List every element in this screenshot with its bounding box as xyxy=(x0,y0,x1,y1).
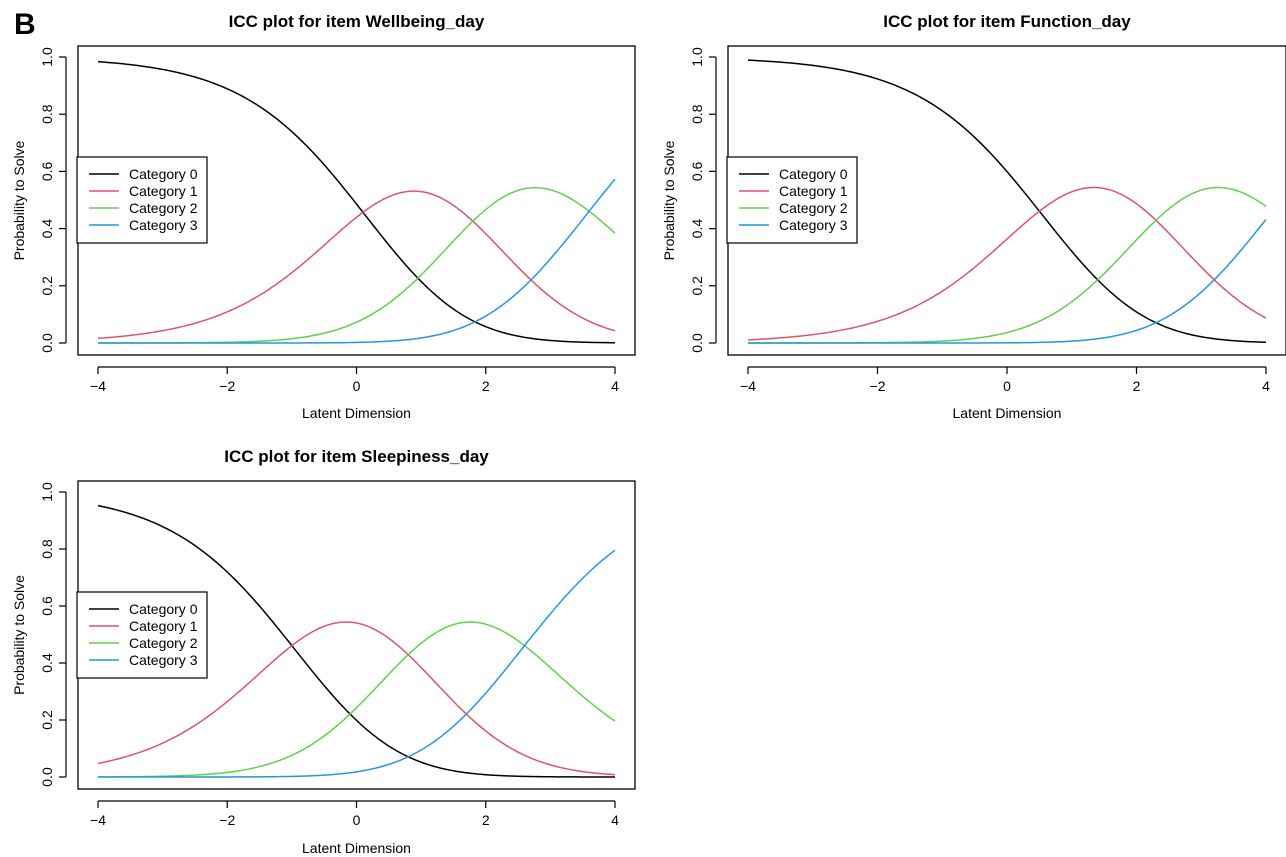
x-tick-label: 2 xyxy=(482,812,490,828)
chart-panel-3: ICC plot for item Sleepiness_day −4 −2 0 2 4 L… xyxy=(11,447,636,856)
series-line-category-1 xyxy=(97,190,616,340)
series-line-category-0 xyxy=(97,60,616,344)
legend-box xyxy=(726,156,858,244)
y-tick-label: 0.8 xyxy=(39,104,55,124)
series-line-category-3 xyxy=(98,549,616,778)
x-tick-label: −2 xyxy=(870,378,886,394)
y-tick-label: 0.4 xyxy=(39,219,55,239)
series-line-category-1 xyxy=(97,621,616,776)
y-tick-label: 0.0 xyxy=(39,767,55,787)
legend-label-category-1: Category 1 xyxy=(129,183,198,199)
series-line-category-0 xyxy=(747,59,1267,343)
chart-title: ICC plot for item Function_day xyxy=(883,12,1131,31)
y-tick-label: 0.8 xyxy=(689,104,705,124)
series-line-category-0 xyxy=(97,504,615,778)
legend-label-category-1: Category 1 xyxy=(129,618,198,634)
x-axis-label: Latent Dimension xyxy=(953,405,1062,421)
legend-box xyxy=(76,591,208,679)
x-tick-label: 2 xyxy=(482,378,490,394)
y-axis-label: Probability to Solve xyxy=(11,575,27,695)
legend-label-category-1: Category 1 xyxy=(779,183,848,199)
y-tick-label: 0.2 xyxy=(689,276,705,296)
y-tick-label: 1.0 xyxy=(39,482,55,502)
series-line-category-2 xyxy=(97,621,616,778)
series-line-category-3 xyxy=(748,218,1267,344)
legend-label-category-2: Category 2 xyxy=(779,200,848,216)
chart-panel-1: ICC plot for item Wellbeing_day −4 −2 0 2 4 La… xyxy=(11,12,636,421)
y-tick-label: 0.4 xyxy=(689,219,705,239)
x-tick-label: −4 xyxy=(740,378,756,394)
legend-label-category-2: Category 2 xyxy=(129,635,198,651)
y-tick-label: 0.2 xyxy=(39,710,55,730)
x-tick-label: −4 xyxy=(90,812,106,828)
x-tick-label: 0 xyxy=(1003,378,1011,394)
y-tick-label: 0.4 xyxy=(39,653,55,673)
legend-label-category-0: Category 0 xyxy=(779,166,848,182)
legend-label-category-0: Category 0 xyxy=(129,601,198,617)
x-tick-label: 4 xyxy=(1262,378,1270,394)
legend-label-category-3: Category 3 xyxy=(779,217,848,233)
y-tick-label: 0.2 xyxy=(39,276,55,296)
legend-label-category-3: Category 3 xyxy=(129,652,198,668)
series-line-category-1 xyxy=(747,186,1267,341)
x-tick-label: −4 xyxy=(90,378,106,394)
x-tick-label: 2 xyxy=(1133,378,1141,394)
x-axis-label: Latent Dimension xyxy=(302,405,411,421)
legend-label-category-0: Category 0 xyxy=(129,166,198,182)
legend-label-category-2: Category 2 xyxy=(129,200,198,216)
y-tick-label: 1.0 xyxy=(39,47,55,67)
x-axis-label: Latent Dimension xyxy=(302,840,411,856)
y-tick-label: 0.0 xyxy=(689,333,705,353)
x-tick-label: 0 xyxy=(353,378,361,394)
x-tick-label: 4 xyxy=(611,812,619,828)
chart-title: ICC plot for item Wellbeing_day xyxy=(229,12,485,31)
y-tick-label: 0.6 xyxy=(39,596,55,616)
y-tick-label: 0.0 xyxy=(39,333,55,353)
x-tick-label: 0 xyxy=(353,812,361,828)
chart-title: ICC plot for item Sleepiness_day xyxy=(224,447,489,466)
x-tick-label: −2 xyxy=(219,812,235,828)
y-tick-label: 0.6 xyxy=(689,161,705,181)
legend-box xyxy=(76,156,208,244)
y-axis-label: Probability to Solve xyxy=(11,140,27,260)
chart-panel-2: ICC plot for item Function_day −4 −2 0 2 4 Lat… xyxy=(661,12,1286,421)
panel-label: B xyxy=(14,8,36,41)
y-tick-label: 1.0 xyxy=(689,47,705,67)
y-axis-label: Probability to Solve xyxy=(661,140,677,260)
y-tick-label: 0.6 xyxy=(39,161,55,181)
x-tick-label: 4 xyxy=(611,378,619,394)
x-tick-label: −2 xyxy=(219,378,235,394)
legend-label-category-3: Category 3 xyxy=(129,217,198,233)
y-tick-label: 0.8 xyxy=(39,539,55,559)
series-line-category-3 xyxy=(98,178,616,344)
